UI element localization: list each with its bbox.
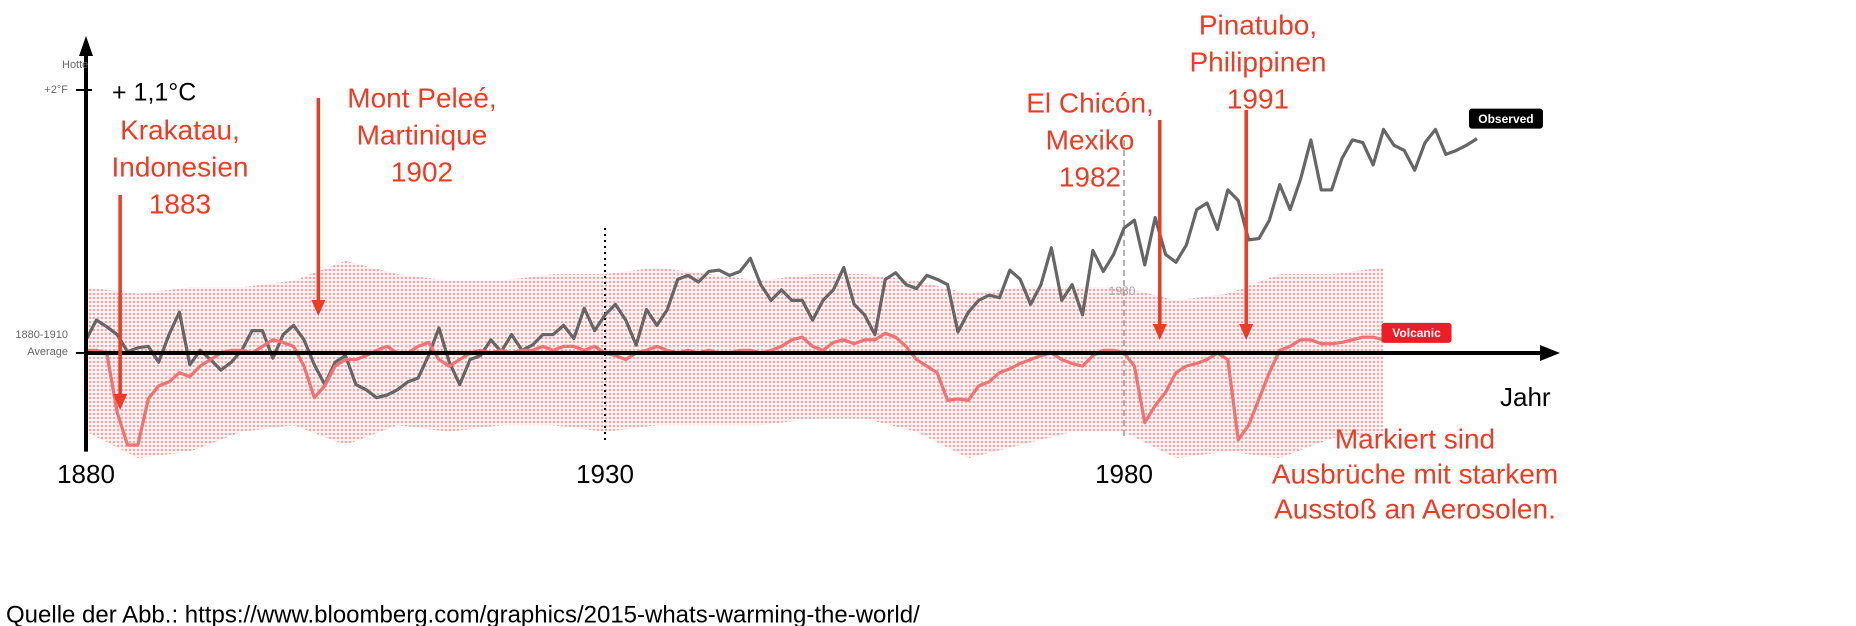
annotation-text: El Chicón,: [1026, 87, 1154, 118]
annotation-text: Mexiko: [1046, 124, 1135, 155]
y-tick-label: +2°F: [44, 83, 68, 96]
y-axis-arrow: [79, 36, 93, 56]
note-text: Markiert sind: [1335, 423, 1495, 454]
annotation-text: 1883: [149, 188, 211, 219]
series-label: Observed: [1478, 112, 1533, 126]
source: Quelle der Abb.: https://www.bloomberg.c…: [6, 601, 920, 626]
x-axis-label: Jahr: [1500, 382, 1551, 412]
x-tick-label: 1880: [57, 459, 115, 489]
reference-line-label: 1980: [1109, 284, 1136, 298]
note-text: Ausbrüche mit starkem: [1272, 458, 1558, 489]
annotation-arrowhead: [1152, 324, 1167, 340]
y-tick-label: 1880-1910 Average: [15, 328, 68, 358]
uncertainty-band: [86, 260, 1384, 459]
annotation-arrowhead: [1239, 324, 1254, 340]
series-label-box: [1381, 322, 1452, 343]
annotation-text: Pinatubo,: [1199, 9, 1317, 40]
series-label-box: [1468, 108, 1543, 129]
annotation-arrowhead: [113, 394, 128, 410]
note-text: Ausstoß an Aerosolen.: [1274, 493, 1556, 524]
uncertainty-band-tint: [86, 260, 1384, 459]
annotation-text: Martinique: [357, 119, 488, 150]
y-axis-label: Hotte: [62, 59, 88, 71]
x-axis-arrow: [1540, 344, 1560, 361]
annotation-text: 1902: [391, 156, 453, 187]
x-tick-label: 1930: [576, 459, 634, 489]
annotation-text: 1991: [1227, 83, 1289, 114]
annotation-text: Krakatau,: [120, 114, 240, 145]
annotation-text: Philippinen: [1190, 46, 1327, 77]
annotation-text: 1982: [1059, 161, 1121, 192]
annotation-text: Mont Peleé,: [347, 82, 496, 113]
celsius-note: + 1,1°C: [112, 79, 196, 107]
series-label: Volcanic: [1392, 326, 1441, 340]
x-tick-label: 1980: [1095, 459, 1153, 489]
annotation-arrowhead: [311, 300, 326, 316]
annotation-text: Indonesien: [111, 151, 248, 182]
